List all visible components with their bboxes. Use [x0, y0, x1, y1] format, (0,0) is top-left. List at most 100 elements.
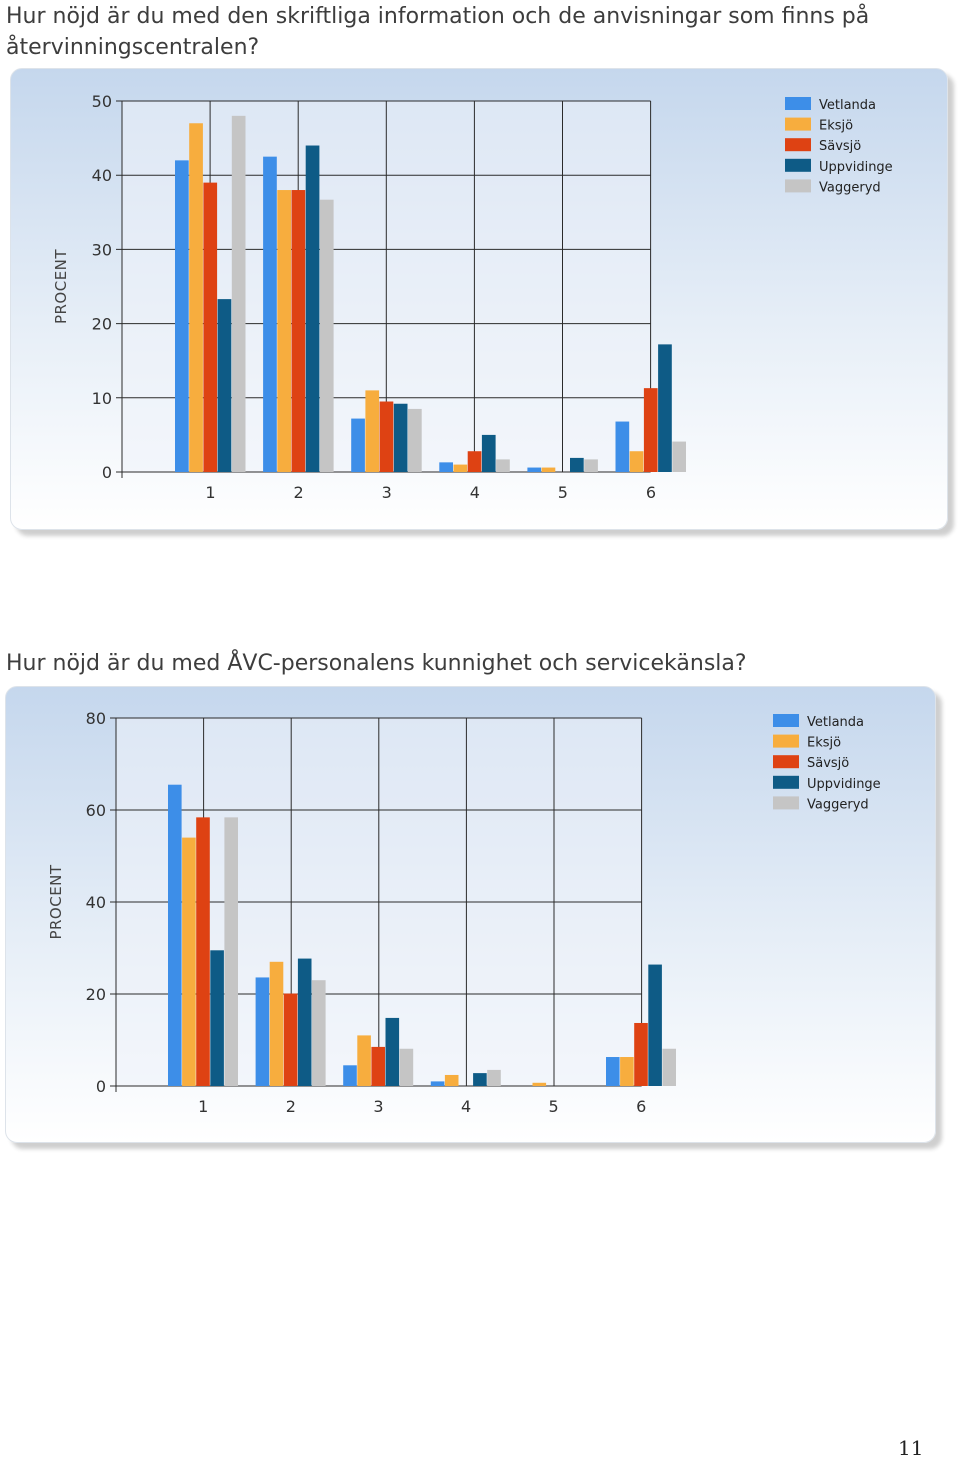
chart-2-bar	[297, 958, 312, 1086]
chart-2-legend-label: Vaggeryd	[807, 797, 869, 812]
chart-1-bar	[453, 464, 468, 472]
chart-1-legend-swatch	[785, 97, 811, 110]
chart-2-x-tick-label: 6	[636, 1097, 646, 1116]
chart-2-y-tick-label: 40	[86, 893, 106, 912]
chart-1-bar	[629, 451, 644, 472]
chart-1-y-tick-label: 10	[92, 389, 112, 408]
chart-2-legend-label: Sävsjö	[807, 756, 849, 771]
chart-1-x-tick-label: 1	[205, 483, 215, 502]
chart-2-bar	[182, 837, 196, 1086]
chart-2-bar	[224, 817, 238, 1086]
chart-2-bar	[371, 1046, 385, 1086]
chart-1-x-tick-label: 6	[646, 483, 656, 502]
chart-1-y-tick-label: 20	[92, 315, 112, 334]
chart-1-y-tick-label: 30	[92, 240, 112, 259]
chart-1-legend-label: Eksjö	[819, 119, 853, 134]
chart-1-bar	[672, 441, 686, 472]
chart-1-bar	[393, 403, 408, 472]
chart-2-bar	[430, 1081, 445, 1086]
chart-1-bar	[305, 145, 320, 472]
chart-2-y-axis-label: PROCENT	[47, 864, 65, 939]
chart-1-bar	[584, 459, 598, 472]
chart-1-x-tick-label: 4	[470, 483, 480, 502]
chart-1-bar	[319, 199, 334, 472]
chart-2-legend-label: Uppvidinge	[807, 777, 881, 792]
chart-1-bar	[365, 390, 380, 472]
chart-1-bar	[291, 190, 306, 473]
chart-1-y-axis-label: PROCENT	[52, 249, 70, 324]
chart-2-bar	[444, 1074, 459, 1086]
chart-2-legend-swatch	[773, 796, 799, 810]
chart-1-bar	[351, 418, 365, 472]
chart-2-bar	[399, 1048, 414, 1086]
chart-2-bar	[634, 1022, 648, 1086]
chart-1-heading: Hur nöjd är du med den skriftliga inform…	[6, 4, 870, 60]
chart-2-x-tick-label: 4	[461, 1097, 471, 1116]
chart-1-legend-label: Sävsjö	[819, 139, 861, 154]
chart-1-bar	[570, 457, 584, 472]
chart-2-legend-swatch	[773, 734, 799, 748]
chart-2-bar	[473, 1073, 487, 1086]
chart-1-bar	[203, 182, 218, 472]
chart-1-legend-swatch	[785, 117, 811, 131]
chart-2-bar	[357, 1035, 371, 1086]
chart-1-bar	[408, 408, 422, 472]
chart-2-bar	[532, 1082, 547, 1086]
chart-1-bar	[175, 160, 189, 473]
chart-2-x-tick-label: 3	[373, 1097, 383, 1116]
chart-2-legend-swatch	[773, 755, 799, 769]
chart-2-bar	[196, 817, 210, 1086]
chart-1-bar	[643, 388, 658, 472]
chart-2-legend-swatch	[773, 714, 799, 727]
chart-1-bar	[481, 434, 496, 472]
chart-1-bar	[439, 462, 453, 472]
chart-1-x-tick-label: 5	[558, 483, 568, 502]
chart-2-bar	[269, 961, 284, 1086]
chart-1-bar	[277, 190, 291, 473]
chart-2-bar	[620, 1057, 634, 1086]
page-number: 11	[898, 1436, 924, 1460]
chart-1-bar	[658, 344, 672, 472]
chart-1-bar	[467, 451, 482, 472]
chart-1-x-tick-label: 2	[294, 483, 304, 502]
chart-2-y-tick-label: 80	[86, 709, 106, 728]
chart-2-bar	[343, 1065, 357, 1086]
chart-1-bar	[263, 156, 277, 472]
chart-2-bar	[487, 1069, 501, 1086]
chart-2-bar	[606, 1057, 620, 1086]
chart-2-bar	[648, 964, 662, 1086]
chart-2-bar	[168, 784, 182, 1086]
chart-1-bar	[541, 467, 556, 472]
chart-1-legend-swatch	[785, 179, 811, 193]
chart-1-bar	[615, 421, 630, 472]
chart-2-y-tick-label: 20	[86, 985, 106, 1004]
chart-2-x-tick-label: 1	[198, 1097, 208, 1116]
chart-2-bar	[255, 977, 270, 1086]
chart-2-y-tick-label: 0	[96, 1077, 106, 1096]
chart-1-y-tick-label: 0	[102, 463, 112, 482]
chart-2-bar	[283, 993, 298, 1086]
chart-2-bar	[312, 980, 326, 1086]
chart-1-bar	[527, 467, 542, 472]
chart-1-legend-label: Uppvidinge	[819, 160, 893, 175]
chart-1-bar	[217, 299, 232, 472]
chart-2-bar	[385, 1017, 400, 1086]
chart-2-legend-label: Eksjö	[807, 736, 841, 751]
chart-1-legend-swatch	[785, 138, 811, 152]
chart-2-bar	[662, 1048, 676, 1086]
chart-1-legend-swatch	[785, 158, 811, 172]
chart-2-heading: Hur nöjd är du med ÅVC-personalens kunni…	[6, 651, 747, 676]
chart-2-legend-label: Vetlanda	[807, 715, 864, 730]
chart-1-legend-label: Vaggeryd	[819, 180, 881, 195]
chart-1-y-tick-label: 50	[92, 92, 112, 111]
chart-1-bar	[496, 459, 510, 472]
chart-2-x-tick-label: 2	[286, 1097, 296, 1116]
chart-1-bar	[189, 123, 203, 472]
chart-2-x-tick-label: 5	[549, 1097, 559, 1116]
chart-1-legend-label: Vetlanda	[819, 98, 876, 113]
chart-1-bar	[231, 115, 246, 472]
chart-1-y-tick-label: 40	[92, 166, 112, 185]
chart-1-x-tick-label: 3	[382, 483, 392, 502]
